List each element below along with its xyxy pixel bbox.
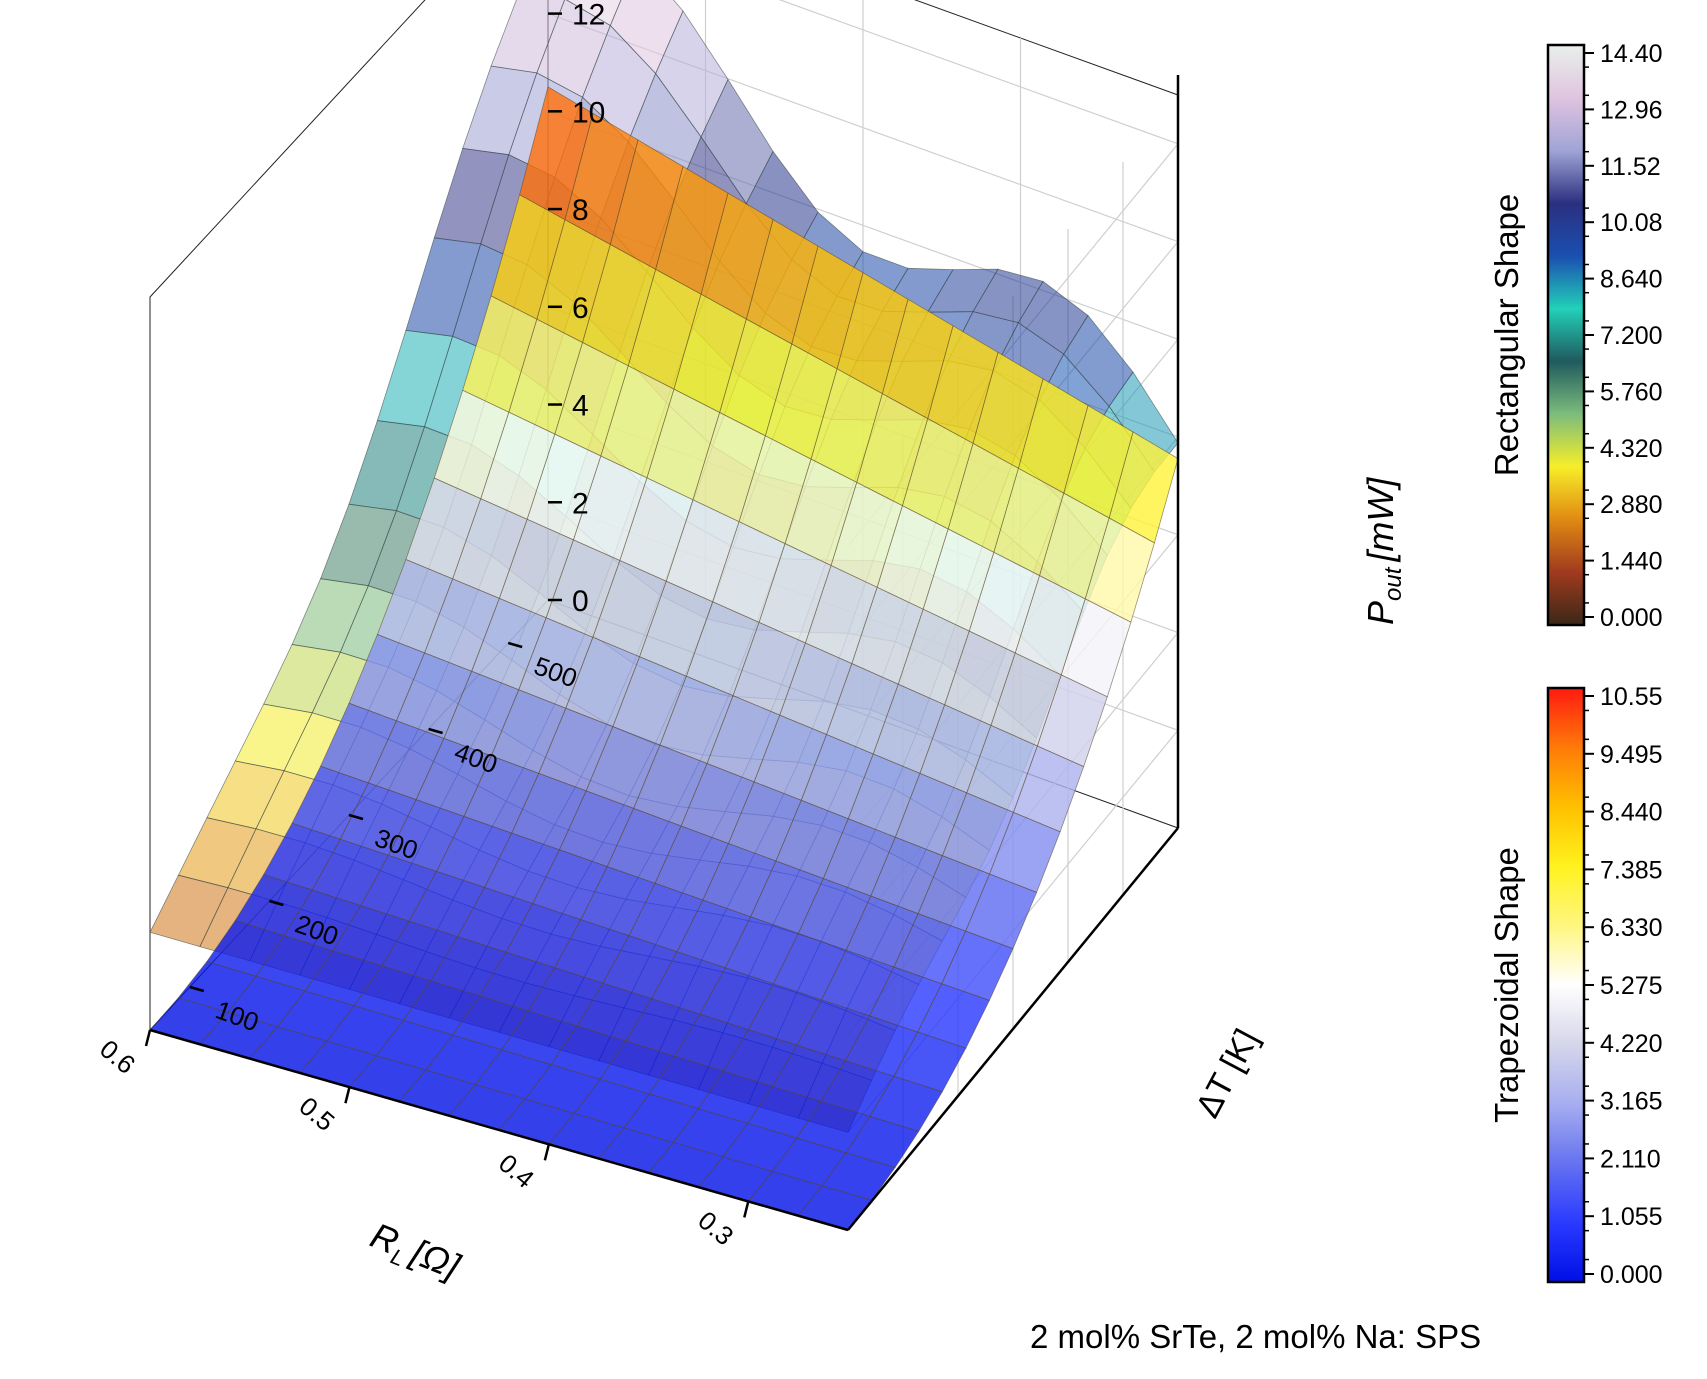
x-tick [743,1201,750,1218]
trapezoidal-shape-surface [149,86,1179,1231]
colorbar-tick-label: 12.96 [1600,96,1663,124]
colorbar-title: Trapezoidal Shape [1488,847,1525,1123]
colorbar-tick-label: 1.440 [1600,548,1663,576]
y-axis-line [847,827,1179,1231]
x-tick [543,1143,551,1161]
colorbar-tick-label: 5.760 [1600,378,1663,406]
colorbar-tick-label: 4.320 [1600,435,1663,463]
colorbar-rectangular [1546,43,1586,627]
y-tick [348,813,364,821]
colorbar-tick-label: 8.440 [1600,799,1663,827]
x-tick [144,1029,152,1047]
z-axis-label: Pout[mW] [1360,477,1407,625]
z-tick-label: 8 [572,194,589,227]
colorbars: 14.40 12.96 11.52 10.08 8.640 7.200 5.760 4.320… [1488,40,1663,1289]
colorbar-tick-label: 2.880 [1600,491,1663,519]
colorbar-tick-label: 3.165 [1600,1088,1663,1116]
colorbar-tick-label: 5.275 [1600,972,1663,1000]
x-axis-label: RL[Ω] [363,1214,466,1291]
y-axis-label: ΔT [K] [1189,1023,1267,1124]
y-tick [189,985,205,993]
z-tick-label: 6 [572,292,589,325]
x-tick-label: 0.6 [94,1034,141,1080]
z-tick-label: 12 [572,0,605,32]
colorbar-tick-label: 4.220 [1600,1030,1663,1058]
colorbar-tick-label: 7.200 [1600,322,1663,350]
colorbar-tick-label: 10.08 [1600,209,1663,237]
colorbar-tick-label: 0.000 [1600,1261,1663,1289]
z-tick-label: 10 [572,96,605,129]
x-tick-label: 0.3 [692,1205,739,1251]
colorbar-tick-label: 14.40 [1600,40,1663,68]
z-tick-label: 0 [572,585,589,618]
colorbar-tick-label: 8.640 [1600,266,1663,294]
z-tick-label: 4 [572,390,589,423]
chart-caption: 2 mol% SrTe, 2 mol% Na: SPS [1030,1318,1482,1355]
z-tick-label: 2 [572,487,589,520]
x-tick [344,1086,351,1104]
y-tick [507,641,523,649]
colorbar-tick-label: 11.52 [1600,153,1661,181]
colorbar-tick-label: 9.495 [1600,741,1663,769]
colorbar-tick-label: 1.055 [1600,1203,1663,1231]
y-tick [269,899,284,907]
colorbar-title: Rectangular Shape [1488,194,1525,477]
colorbar-tick-label: 0.000 [1600,604,1663,632]
colorbar-trapezoidal [1546,686,1586,1284]
x-axis-line [149,1028,849,1232]
colorbar-tick-label: 2.110 [1600,1145,1661,1173]
x-tick-label: 0.5 [294,1091,341,1137]
colorbar-tick-label: 7.385 [1600,856,1663,884]
colorbar-tick-label: 10.55 [1600,683,1663,711]
y-tick [428,727,443,735]
colorbar-tick-label: 6.330 [1600,914,1663,942]
x-tick-label: 0.4 [493,1148,540,1194]
rect-surface-facet [149,874,229,948]
